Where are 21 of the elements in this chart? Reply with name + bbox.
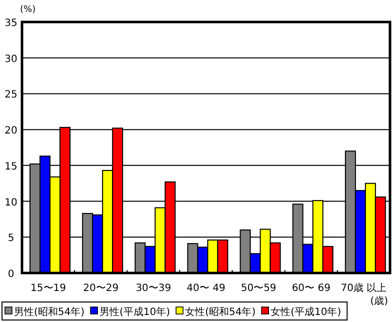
y-tick-label: 35 <box>4 18 18 29</box>
y-tick-label: 5 <box>8 233 14 244</box>
legend-label: 女性(昭和54年) <box>185 306 256 318</box>
y-tick-label: 0 <box>8 269 14 280</box>
legend-label: 男性(昭和54年) <box>14 306 85 318</box>
y-axis-title: (%) <box>20 5 36 15</box>
y-tick-label: 30 <box>4 54 18 65</box>
legend-label: 男性(平成10年) <box>100 306 170 318</box>
x-tick-label: 15〜19 <box>30 283 66 294</box>
y-tick-label: 15 <box>4 161 18 172</box>
x-tick-label: 50〜59 <box>240 283 276 294</box>
y-tick-label: 10 <box>4 197 18 208</box>
x-tick-label: 40〜 49 <box>186 283 226 294</box>
x-tick-label: 60〜 69 <box>292 283 330 294</box>
x-tick-label: 70歳 以上 <box>340 282 387 294</box>
x-tick-label: 20〜29 <box>83 283 119 294</box>
y-tick-label: 20 <box>4 126 18 137</box>
x-tick-label: 30〜39 <box>136 283 172 294</box>
x-axis-title: (歳) <box>370 295 388 307</box>
legend-label: 女性(平成10年) <box>270 306 342 318</box>
y-tick-label: 25 <box>4 90 18 101</box>
